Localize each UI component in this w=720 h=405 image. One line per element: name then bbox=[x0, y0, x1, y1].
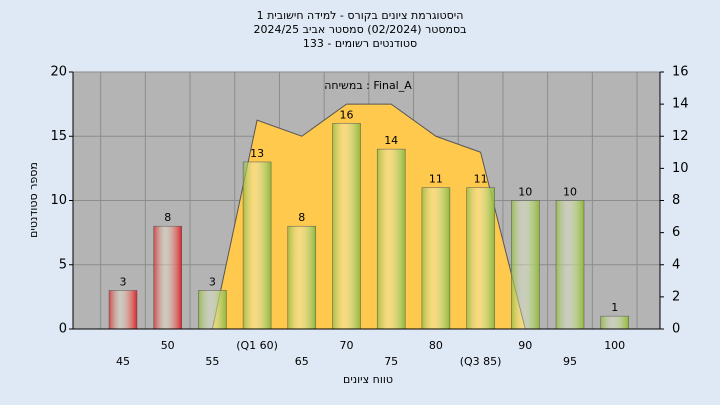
x-tick-label: 75 bbox=[384, 355, 398, 368]
y-tick-label: 10 bbox=[50, 193, 67, 208]
annotation: במשיחה : Final_A bbox=[324, 79, 412, 92]
x-tick-label: 55 bbox=[205, 355, 219, 368]
data-label: 11 bbox=[429, 173, 443, 186]
x-tick-label: (Q3 85) bbox=[460, 355, 502, 368]
y2-tick-label: 16 bbox=[672, 65, 689, 80]
y-axis-title: מספר סטודנטים bbox=[27, 162, 40, 238]
x-axis-title: טווח ציונים bbox=[343, 373, 393, 386]
y2-tick-label: 2 bbox=[672, 289, 680, 304]
data-label: 13 bbox=[250, 147, 264, 160]
chart-subtitle: בסמסטר (02/2024) סמסטר אביב 2024/25 bbox=[253, 23, 466, 36]
x-tick-label: 95 bbox=[563, 355, 577, 368]
x-tick-label: 65 bbox=[295, 355, 309, 368]
y-tick-label: 5 bbox=[59, 257, 67, 272]
bar bbox=[287, 225, 317, 330]
bar bbox=[153, 225, 182, 330]
x-tick-label: (Q1 60) bbox=[236, 339, 278, 352]
x-tick-label: 100 bbox=[604, 339, 625, 352]
x-tick-label: 45 bbox=[116, 355, 130, 368]
y2-tick-label: 8 bbox=[672, 193, 680, 208]
x-tick-label: 90 bbox=[518, 339, 532, 352]
data-label: 1 bbox=[611, 301, 618, 314]
data-label: 10 bbox=[563, 186, 577, 199]
y2-tick-label: 14 bbox=[672, 97, 689, 112]
y2-tick-label: 4 bbox=[672, 257, 680, 272]
data-label: 8 bbox=[164, 211, 171, 224]
bar bbox=[600, 315, 629, 330]
x-tick-label: 70 bbox=[340, 339, 354, 352]
data-label: 16 bbox=[340, 108, 354, 121]
bar bbox=[108, 290, 138, 330]
data-label: 8 bbox=[298, 211, 305, 224]
bar bbox=[421, 187, 451, 330]
y-tick-label: 20 bbox=[50, 65, 67, 80]
x-tick-label: 80 bbox=[429, 339, 443, 352]
y2-tick-label: 0 bbox=[672, 322, 680, 337]
x-tick-label: 50 bbox=[161, 339, 175, 352]
bar bbox=[242, 161, 272, 330]
data-label: 14 bbox=[384, 134, 398, 147]
data-label: 3 bbox=[209, 275, 216, 288]
bar bbox=[376, 148, 406, 330]
y2-tick-label: 6 bbox=[672, 225, 680, 240]
y-tick-label: 15 bbox=[50, 129, 67, 144]
chart-title: היסטוגרמת ציונים בקורס - למידה חישובית 1 bbox=[257, 9, 464, 22]
data-label: 3 bbox=[120, 275, 127, 288]
bar bbox=[332, 123, 361, 330]
y-tick-label: 0 bbox=[59, 322, 67, 337]
y2-tick-label: 12 bbox=[672, 129, 689, 144]
bar bbox=[198, 290, 227, 330]
chart-subtitle: סטודנטים רשומים - 133 bbox=[303, 37, 417, 50]
bar bbox=[555, 200, 585, 330]
bar bbox=[466, 187, 495, 330]
bar bbox=[511, 200, 540, 330]
data-label: 10 bbox=[518, 186, 532, 199]
data-label: 11 bbox=[474, 173, 488, 186]
y2-tick-label: 10 bbox=[672, 161, 689, 176]
